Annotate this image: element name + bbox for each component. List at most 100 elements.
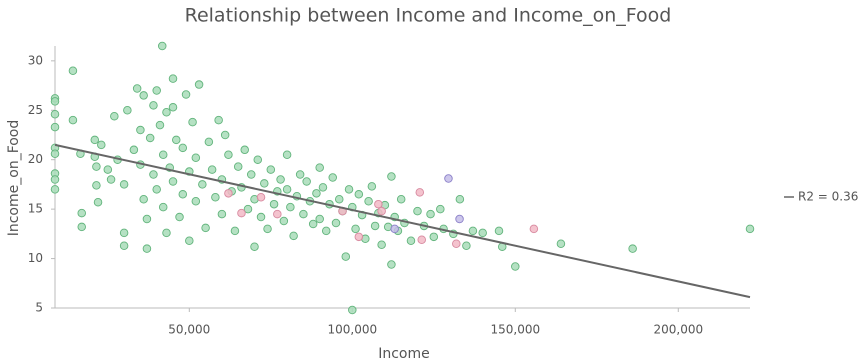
point [119, 180, 129, 189]
point [282, 150, 292, 160]
x-tick-label: 50,000 [168, 323, 210, 337]
point [92, 181, 101, 190]
point [344, 185, 354, 194]
x-tick-label: 100,000 [327, 323, 377, 337]
point [286, 202, 295, 212]
point [157, 41, 167, 51]
point [158, 202, 168, 212]
point [68, 66, 78, 75]
point [224, 189, 233, 198]
point [462, 241, 471, 250]
point [129, 145, 139, 155]
point [318, 183, 328, 192]
point [220, 130, 230, 140]
point [478, 228, 487, 238]
point [136, 125, 145, 135]
point [90, 135, 100, 145]
point [351, 224, 360, 234]
point [377, 206, 386, 216]
point [377, 240, 386, 249]
y-tick-label: 10 [28, 251, 43, 265]
point [494, 226, 504, 236]
point [406, 236, 416, 246]
point [511, 262, 520, 271]
point [312, 189, 321, 198]
point [204, 137, 214, 147]
point [452, 239, 461, 248]
point [178, 190, 188, 199]
point [217, 209, 227, 219]
x-tick-label: 150,000 [490, 323, 540, 337]
point [295, 170, 305, 179]
point [335, 194, 344, 204]
point [299, 209, 308, 219]
point [142, 244, 152, 253]
point [556, 239, 566, 248]
point [243, 204, 253, 214]
point [175, 212, 184, 222]
point [237, 208, 246, 218]
x-tick-label: 200,000 [653, 323, 703, 337]
point [230, 226, 240, 236]
point [315, 163, 324, 172]
point [119, 241, 129, 250]
point [142, 214, 152, 224]
legend-label: R2 = 0.36 [798, 190, 858, 204]
point [256, 193, 266, 202]
point [194, 80, 204, 89]
point [50, 149, 60, 159]
point [302, 177, 311, 186]
point [106, 175, 116, 184]
point [207, 165, 217, 174]
point [367, 182, 377, 191]
y-tick-label: 30 [28, 53, 43, 67]
point [246, 170, 256, 179]
point [282, 185, 292, 194]
chart-title: Relationship between Income and Income_o… [185, 5, 672, 27]
point [178, 143, 188, 153]
point [77, 222, 86, 232]
x-axis-label: Income [378, 346, 430, 362]
point [240, 145, 249, 155]
point [191, 153, 201, 162]
point [188, 117, 197, 127]
point [168, 103, 178, 112]
point [429, 232, 439, 242]
point [396, 194, 406, 204]
trendline [54, 143, 751, 299]
point [158, 150, 168, 160]
point [308, 219, 318, 229]
point [93, 197, 103, 207]
point [145, 133, 155, 143]
point [256, 212, 266, 222]
point [50, 97, 60, 106]
point [50, 122, 60, 132]
point [168, 177, 178, 186]
point [273, 209, 282, 219]
point [139, 194, 148, 204]
y-tick-label: 25 [28, 103, 43, 117]
point [119, 228, 129, 238]
point [97, 140, 106, 150]
point [68, 115, 78, 125]
point [152, 86, 161, 95]
point [50, 185, 60, 194]
point [374, 199, 383, 209]
point [92, 162, 101, 171]
point [331, 218, 341, 228]
point [152, 185, 161, 194]
point [181, 90, 191, 99]
point [132, 84, 142, 93]
point [455, 214, 464, 224]
point [77, 208, 86, 218]
point [321, 226, 331, 236]
point [328, 173, 337, 182]
point [279, 216, 289, 226]
point [191, 196, 201, 206]
point [289, 231, 298, 241]
point [149, 101, 158, 110]
point [413, 206, 422, 216]
point [415, 188, 425, 197]
y-tick-label: 15 [28, 202, 43, 216]
